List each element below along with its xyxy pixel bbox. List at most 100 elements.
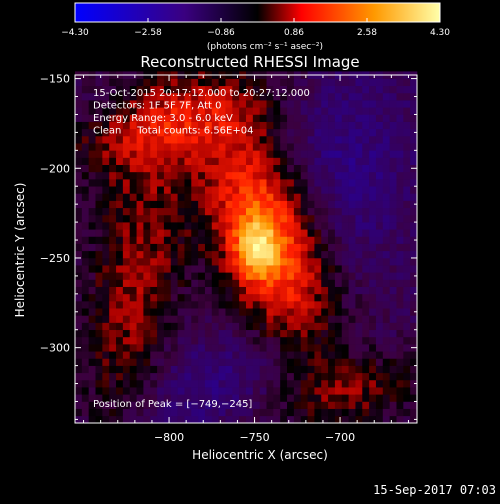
heatmap-cell (293, 351, 302, 359)
heatmap-cell (389, 250, 397, 259)
heatmap-cell (163, 207, 172, 216)
heatmap-cell (88, 408, 96, 417)
heatmap-cell (232, 114, 240, 122)
heatmap-cell (362, 171, 370, 180)
heatmap-cell (382, 308, 390, 316)
heatmap-cell (198, 329, 206, 338)
heatmap-cell (396, 179, 404, 187)
heatmap-cell (184, 329, 192, 338)
heatmap-cell (116, 222, 124, 230)
heatmap-cell (375, 193, 384, 201)
heatmap-cell (143, 394, 151, 402)
heatmap-cell (143, 171, 151, 180)
heatmap-cell (259, 257, 267, 266)
heatmap-cell (307, 171, 315, 180)
heatmap-cell (191, 387, 199, 395)
heatmap-cell (218, 344, 226, 352)
heatmap-cell (177, 265, 185, 273)
heatmap-cell (328, 222, 336, 230)
heatmap-cell (355, 344, 363, 352)
heatmap-cell (75, 272, 83, 280)
heatmap-cell (389, 358, 397, 366)
heatmap-cell (300, 336, 308, 345)
heatmap-cell (129, 135, 137, 144)
heatmap-cell (382, 171, 390, 180)
heatmap-cell (266, 164, 274, 173)
heatmap-cell (389, 200, 397, 209)
heatmap-cell (150, 329, 158, 338)
heatmap-cell (410, 179, 418, 187)
heatmap-cell (218, 329, 226, 338)
heatmap-cell (252, 308, 260, 316)
heatmap-cell (116, 265, 124, 273)
heatmap-cell (341, 358, 349, 366)
heatmap-cell (375, 358, 384, 366)
heatmap-cell (239, 379, 247, 388)
heatmap-cell (157, 207, 165, 216)
heatmap-cell (246, 379, 254, 388)
heatmap-cell (273, 236, 281, 244)
heatmap-cell (150, 315, 158, 323)
heatmap-cell (293, 387, 302, 395)
heatmap-cell (403, 222, 411, 230)
heatmap-cell (287, 243, 295, 252)
heatmap-cell (293, 279, 302, 287)
heatmap-cell (355, 207, 363, 216)
heatmap-cell (280, 257, 288, 266)
heatmap-cell (170, 229, 178, 237)
heatmap-cell (410, 135, 418, 144)
heatmap-cell (280, 344, 288, 352)
heatmap-cell (211, 286, 219, 295)
heatmap-cell (129, 379, 137, 388)
heatmap-cell (334, 107, 343, 115)
heatmap-cell (150, 394, 158, 402)
heatmap-cell (150, 336, 158, 345)
heatmap-cell (355, 286, 363, 295)
heatmap-cell (239, 387, 247, 395)
heatmap-cell (266, 387, 274, 395)
heatmap-cell (369, 401, 377, 409)
heatmap-cell (246, 121, 254, 130)
heatmap-cell (95, 322, 103, 331)
heatmap-cell (198, 301, 206, 309)
heatmap-cell (129, 100, 137, 108)
heatmap-cell (348, 279, 356, 287)
heatmap-cell (218, 358, 226, 366)
heatmap-cell (239, 164, 247, 173)
heatmap-cell (273, 193, 281, 201)
heatmap-cell (143, 214, 151, 223)
heatmap-cell (198, 272, 206, 280)
heatmap-cell (389, 107, 397, 115)
heatmap-cell (150, 150, 158, 158)
heatmap-cell (177, 243, 185, 252)
heatmap-cell (293, 107, 302, 115)
heatmap-cell (382, 200, 390, 209)
heatmap-cell (293, 336, 302, 345)
heatmap-cell (129, 272, 137, 280)
heatmap-cell (314, 408, 322, 417)
heatmap-cell (287, 150, 295, 158)
heatmap-cell (81, 394, 89, 402)
heatmap-cell (389, 322, 397, 331)
heatmap-cell (287, 157, 295, 165)
heatmap-cell (109, 150, 117, 158)
heatmap-cell (334, 286, 343, 295)
heatmap-cell (102, 315, 110, 323)
heatmap-cell (239, 308, 247, 316)
heatmap-cell (95, 272, 103, 280)
heatmap-cell (116, 415, 124, 424)
heatmap-cell (362, 351, 370, 359)
heatmap-cell (122, 322, 131, 331)
heatmap-cell (88, 257, 96, 266)
heatmap-cell (75, 286, 83, 295)
heatmap-cell (184, 265, 192, 273)
heatmap-cell (252, 114, 260, 122)
heatmap-cell (389, 415, 397, 424)
heatmap-cell (239, 293, 247, 302)
heatmap-cell (239, 78, 247, 87)
heatmap-cell (177, 164, 185, 173)
heatmap-cell (252, 85, 260, 94)
heatmap-cell (259, 157, 267, 165)
heatmap-cell (218, 257, 226, 266)
heatmap-cell (375, 344, 384, 352)
